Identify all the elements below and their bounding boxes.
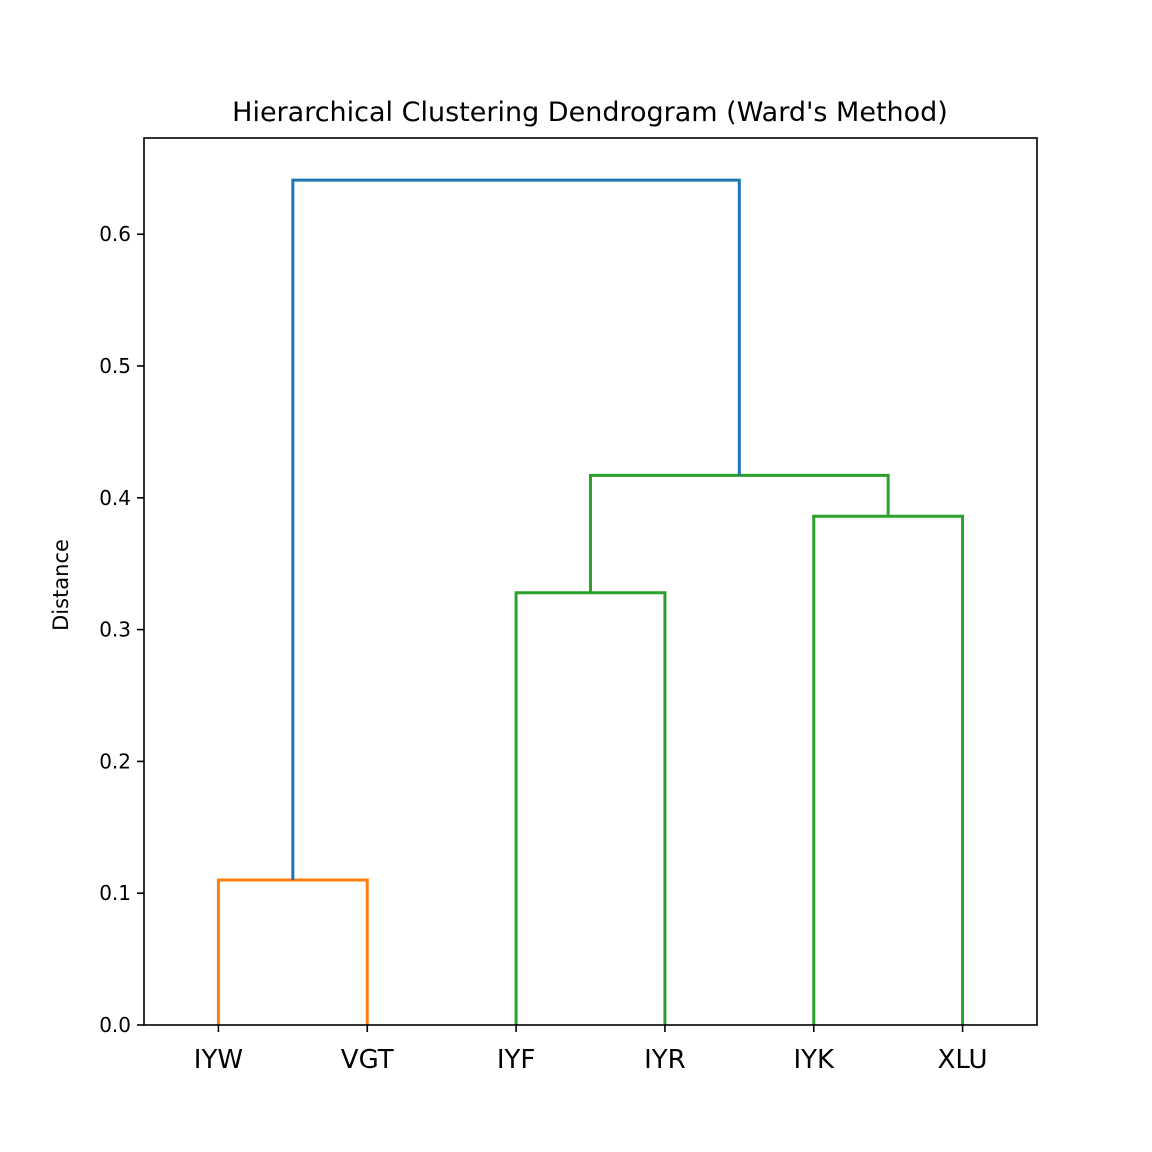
y-tick-label: 0.3: [99, 618, 131, 642]
y-tick-label: 0.4: [99, 486, 131, 510]
y-axis-label: Distance: [49, 539, 73, 631]
leaf-label: IYF: [497, 1045, 536, 1075]
dendrogram-link: [216, 878, 369, 1025]
dendrogram-link: [812, 514, 965, 1025]
dendrogram-link: [514, 591, 667, 1025]
dendrogram-link: [589, 473, 890, 593]
leaf-label: VGT: [341, 1045, 394, 1075]
x-axis-leaf-labels: IYW VGT IYF IYR IYK XLU: [194, 1025, 988, 1075]
dendrogram-link: [291, 178, 741, 881]
dendrogram-links: [216, 178, 965, 1025]
y-tick-label: 0.2: [99, 749, 131, 773]
plot-frame: [143, 137, 1038, 1026]
chart-title: Hierarchical Clustering Dendrogram (Ward…: [232, 97, 948, 128]
leaf-label: IYK: [793, 1045, 835, 1075]
y-tick-label: 0.1: [99, 881, 131, 905]
y-tick-label: 0.6: [99, 222, 131, 246]
leaf-label: XLU: [938, 1045, 988, 1075]
y-axis-ticks: 0.0 0.1 0.2 0.3 0.4 0.5 0.6: [99, 222, 144, 1037]
leaf-label: IYR: [644, 1045, 686, 1075]
y-tick-label: 0.0: [99, 1013, 131, 1037]
y-tick-label: 0.5: [99, 354, 131, 378]
leaf-label: IYW: [194, 1045, 243, 1075]
